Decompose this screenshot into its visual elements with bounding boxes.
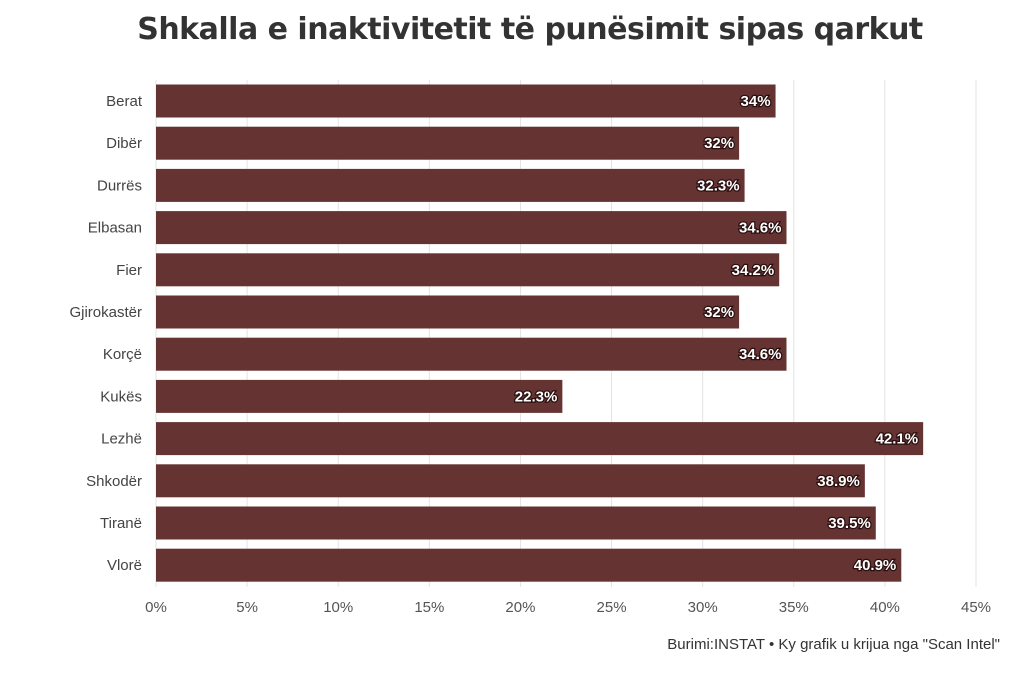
data-label: 42.1% bbox=[876, 431, 919, 448]
x-tick-label: 0% bbox=[145, 599, 167, 616]
bar bbox=[156, 337, 787, 371]
source-note: Burimi:INSTAT • Ky grafik u krijua nga "… bbox=[667, 636, 1000, 653]
category-label: Durrës bbox=[97, 177, 142, 194]
category-label: Dibër bbox=[106, 135, 142, 152]
bar bbox=[156, 548, 902, 582]
data-label: 34.6% bbox=[739, 220, 782, 237]
data-label: 34.2% bbox=[732, 262, 775, 279]
bar bbox=[156, 211, 787, 245]
data-label: 22.3% bbox=[515, 388, 558, 405]
bar bbox=[156, 126, 740, 160]
grid-lines bbox=[155, 80, 977, 587]
x-tick-label: 25% bbox=[597, 599, 627, 616]
bar bbox=[156, 464, 865, 498]
x-tick-label: 30% bbox=[688, 599, 718, 616]
bar bbox=[156, 295, 740, 329]
data-label: 40.9% bbox=[854, 557, 897, 574]
data-label: 39.5% bbox=[828, 515, 871, 532]
category-label: Korçë bbox=[103, 346, 142, 363]
x-tick-label: 35% bbox=[779, 599, 809, 616]
x-axis: 0% 5% 10% 15% 20% 25% 30% 35% 40% 45% bbox=[145, 599, 991, 616]
category-label: Fier bbox=[116, 262, 142, 279]
x-tick-label: 40% bbox=[870, 599, 900, 616]
category-label: Tiranë bbox=[100, 515, 142, 532]
bar bbox=[156, 379, 563, 413]
data-label: 32% bbox=[704, 135, 734, 152]
x-tick-label: 20% bbox=[505, 599, 535, 616]
category-label: Gjirokastër bbox=[69, 304, 142, 321]
chart-title: Shkalla e inaktivitetit të punësimit sip… bbox=[137, 12, 923, 47]
category-label: Berat bbox=[106, 93, 143, 110]
category-label: Kukës bbox=[100, 388, 142, 405]
bar bbox=[156, 253, 780, 287]
y-axis-categories: Berat Dibër Durrës Elbasan Fier Gjirokastër Ko… bbox=[69, 93, 142, 574]
category-label: Vlorë bbox=[107, 557, 142, 574]
bars: 34% 32% 32.3% 34.6% 34.2% 32% 34.6% 22.3% 42.1% 3… bbox=[156, 84, 924, 582]
category-label: Lezhë bbox=[101, 431, 142, 448]
category-label: Shkodër bbox=[86, 473, 142, 490]
data-label: 38.9% bbox=[817, 473, 860, 490]
data-label: 34% bbox=[741, 93, 771, 110]
x-tick-label: 15% bbox=[414, 599, 444, 616]
x-tick-label: 5% bbox=[236, 599, 258, 616]
data-label: 32.3% bbox=[697, 177, 740, 194]
bar bbox=[156, 84, 776, 118]
data-label: 32% bbox=[704, 304, 734, 321]
bar bbox=[156, 422, 924, 456]
bar bbox=[156, 168, 745, 202]
x-tick-label: 10% bbox=[323, 599, 353, 616]
data-label: 34.6% bbox=[739, 346, 782, 363]
bar bbox=[156, 506, 876, 540]
x-tick-label: 45% bbox=[961, 599, 991, 616]
category-label: Elbasan bbox=[88, 220, 142, 237]
